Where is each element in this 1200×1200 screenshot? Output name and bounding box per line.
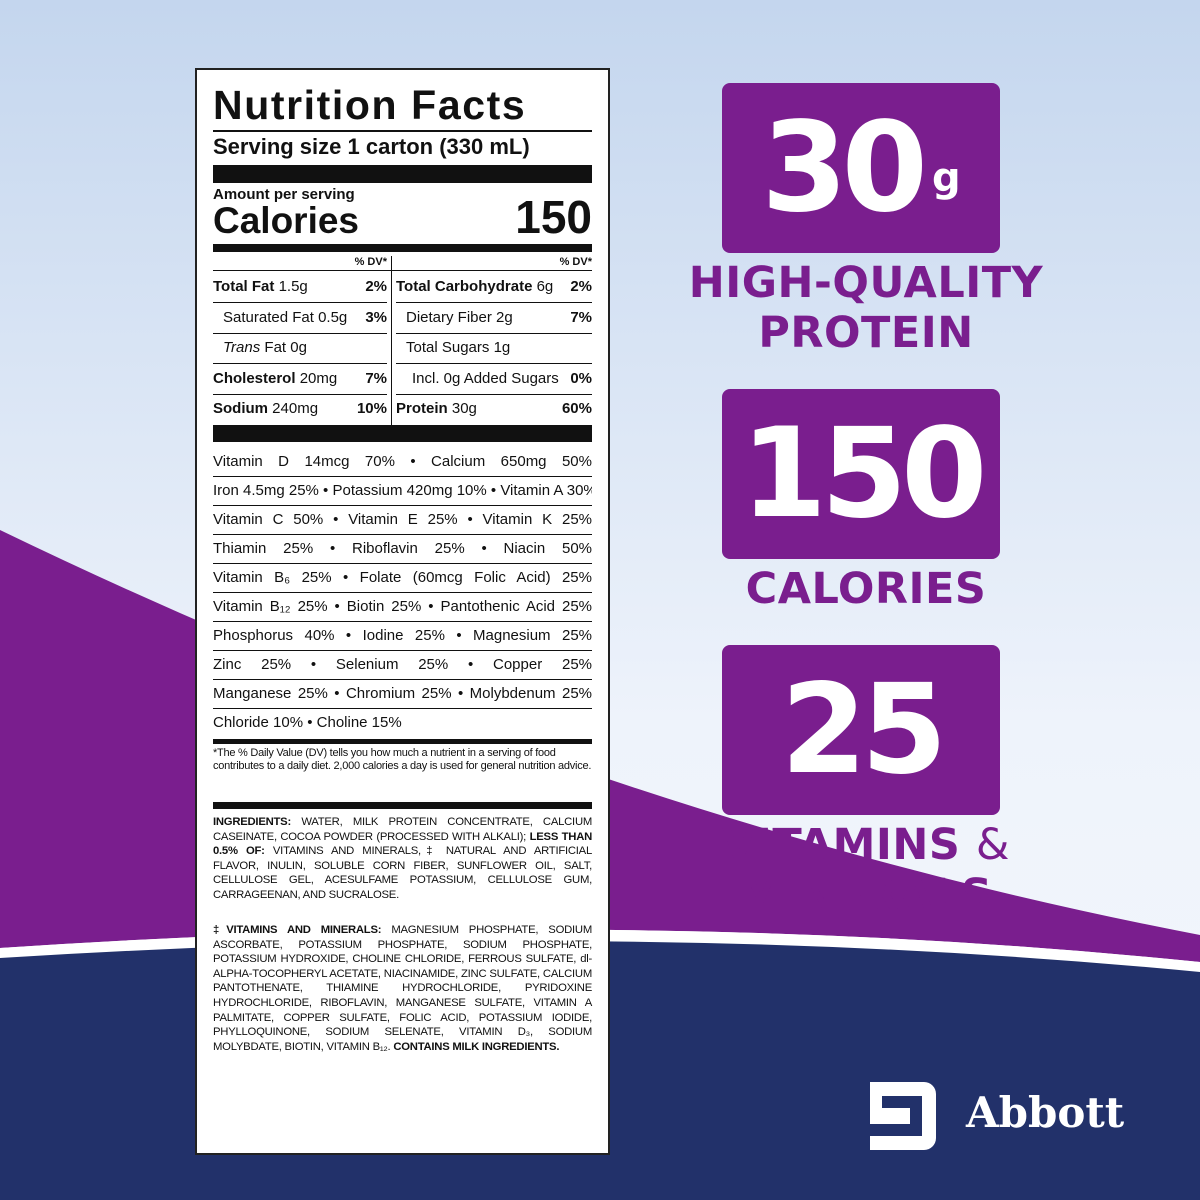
nutrient-amount: 20mg [299, 369, 338, 387]
nutrient-row: Total Sugars 1g [396, 333, 592, 365]
nutrient-name: Protein [396, 400, 448, 418]
nutrient-amount: 0.5g [318, 308, 348, 326]
nutrient-row: Dietary Fiber 2g 7% [396, 303, 592, 334]
micronutrient-line: Iron 4.5mg 25% • Potassium 420mg 10% • V… [213, 476, 592, 506]
micronutrient-line: Phosphorus 40% • Iodine 25% • Magnesium … [213, 621, 592, 651]
brand-name: Abbott [966, 1088, 1125, 1137]
dv-header: % DV* [354, 256, 387, 268]
micronutrient-line: Zinc 25% • Selenium 25% • Copper 25% [213, 650, 592, 680]
rule [213, 802, 592, 809]
nutrient-row: Incl. 0g Added Sugars 0% [396, 364, 592, 395]
text: WATER, MILK PROTEIN CONCENTRATE, CALCIUM… [213, 816, 593, 843]
vitamins-minerals: ‡VITAMINS AND MINERALS: MAGNESIUM PHOSPH… [213, 923, 592, 1054]
rule [213, 165, 592, 183]
caption-text: VITAMINS [722, 820, 961, 870]
dv-header: % DV* [559, 256, 592, 268]
micronutrient-line: Vitamin B₆ 25% • Folate (60mcg Folic Aci… [213, 563, 592, 593]
nutrient-amount: 240mg [272, 400, 319, 418]
nutrient-dv: 7% [570, 308, 592, 326]
nutrient-amount: 2g [496, 308, 513, 326]
heading: INGREDIENTS: [213, 816, 291, 828]
nutrition-label: Nutrition Facts Serving size 1 carton (3… [195, 68, 610, 1155]
text: VITAMINS AND MINERALS,‡ NATURAL AND ARTI… [213, 845, 593, 901]
nutrient-name: Dietary Fiber [406, 308, 492, 326]
amount-per-serving: Amount per serving [213, 186, 355, 203]
badge: 25 [722, 645, 1000, 815]
nutrient-dv: 2% [365, 278, 387, 295]
connector: & [975, 820, 1010, 870]
nutrient-row: Sodium 240mg 10% [213, 394, 387, 424]
nutrient-row: Protein 30g 60% [396, 394, 592, 424]
caption: VITAMINS & [660, 820, 1072, 870]
caption: CALORIES [745, 564, 987, 614]
badge-value: 25 [780, 658, 948, 802]
nutrient-row: Total Fat 1.5g 2% [213, 272, 387, 303]
caption: PROTEIN [758, 308, 974, 358]
badge: 30 g [722, 83, 1000, 253]
caption: HIGH-QUALITY [688, 258, 1044, 308]
rule [213, 244, 592, 252]
nutrient-amount: Fat 0g [264, 339, 307, 357]
nutrient-name: Sodium [213, 400, 268, 418]
rule [213, 739, 592, 744]
ingredients: INGREDIENTS: WATER, MILK PROTEIN CONCENT… [213, 815, 592, 903]
nutrient-dv: 10% [356, 400, 387, 418]
micronutrient-line: Vitamin D 14mcg 70% • Calcium 650mg 50% [213, 447, 592, 477]
micronutrient-line: Manganese 25% • Chromium 25% • Molybdenu… [213, 679, 592, 709]
rule [213, 425, 592, 442]
badge-unit: g [931, 155, 961, 201]
column-divider [391, 256, 392, 425]
brand-logo [870, 1082, 936, 1150]
micronutrient-line: Vitamin B₁₂ 25% • Biotin 25% • Pantothen… [213, 592, 592, 622]
badge: 150 [722, 389, 1000, 559]
nutrient-dv: 7% [365, 369, 387, 387]
nutrient-name: Cholesterol [213, 369, 296, 387]
calories-label: Calories [213, 200, 360, 241]
serving-size: Serving size 1 carton (330 mL) [213, 134, 530, 159]
rule [213, 270, 592, 271]
nutrient-name: Trans [223, 339, 261, 357]
nutrient-row: Cholesterol 20mg 7% [213, 364, 387, 395]
nutrient-amount: 30g [451, 400, 477, 418]
badge-value: 150 [740, 402, 988, 546]
caption: MINERALS [739, 870, 993, 920]
nutrient-name: Incl. 0g Added Sugars [412, 369, 559, 387]
nutrient-dv: 2% [570, 278, 592, 295]
micronutrient-line: Thiamin 25% • Riboflavin 25% • Niacin 50… [213, 534, 592, 564]
nutrient-amount: 6g [536, 278, 554, 295]
footnote: *The % Daily Value (DV) tells you how mu… [213, 747, 592, 772]
micronutrient-line: Vitamin C 50% • Vitamin E 25% • Vitamin … [213, 505, 592, 535]
label-title: Nutrition Facts [213, 82, 527, 128]
calories-value: 150 [515, 191, 592, 243]
nutrient-amount: 1.5g [278, 278, 308, 295]
nutrient-dv: 0% [570, 369, 592, 387]
closing: CONTAINS MILK INGREDIENTS. [393, 1040, 560, 1053]
nutrient-dv: 3% [365, 308, 387, 326]
nutrient-name: Total Sugars [406, 339, 490, 357]
text: MAGNESIUM PHOSPHATE, SODIUM ASCORBATE, P… [213, 924, 592, 1053]
nutrient-name: Total Fat [213, 278, 275, 295]
nutrient-name: Total Carbohydrate [396, 278, 533, 295]
nutrient-dv: 60% [561, 400, 592, 418]
subheading: LESS THAN 0.5% OF: [213, 830, 593, 858]
badge-value: 30 [761, 96, 928, 240]
heading: ‡VITAMINS AND MINERALS: [213, 924, 382, 936]
nutrient-name: Saturated Fat [223, 308, 314, 326]
micronutrient-line: Chloride 10% • Choline 15% [213, 714, 402, 731]
nutrient-row: Trans Fat 0g [213, 333, 387, 365]
rule [213, 130, 592, 132]
nutrient-amount: 1g [493, 339, 511, 357]
nutrient-row: Total Carbohydrate 6g 2% [396, 272, 592, 303]
nutrient-row: Saturated Fat 0.5g 3% [213, 303, 387, 334]
